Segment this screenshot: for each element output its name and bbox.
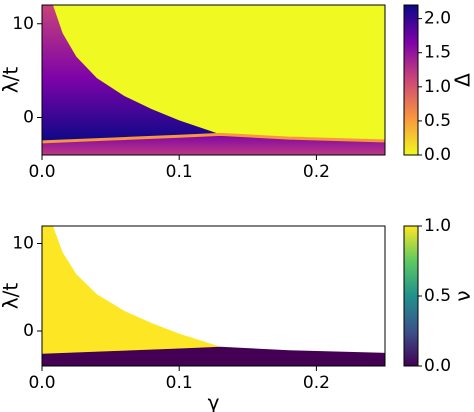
colorbar-label: Δ — [451, 73, 474, 87]
y-tick-label: 10 — [12, 14, 34, 34]
colorbar-tick-label: 1.5 — [424, 43, 451, 63]
x-tick-label: 0.1 — [166, 162, 193, 182]
y-axis-label: λ/t — [0, 67, 23, 94]
gapped-region — [42, 5, 221, 142]
colorbar-tick-label: 0.0 — [424, 356, 451, 376]
x-tick-label: 0.0 — [28, 162, 55, 182]
y-axis-label: λ/t — [0, 283, 23, 310]
plot-area — [42, 5, 385, 155]
x-tick-label: 0.2 — [303, 162, 330, 182]
nu-one-region — [42, 226, 221, 354]
gap-line — [42, 132, 385, 144]
colorbar-tick-label: 0.5 — [424, 111, 451, 131]
plot-area — [42, 226, 385, 366]
y-tick-label: 0 — [23, 108, 34, 128]
frame — [41, 4, 386, 156]
colorbar-tick-label: 1.0 — [424, 77, 451, 97]
nu-zero-region — [42, 346, 385, 366]
colorbar-tick-label: 0.0 — [424, 145, 451, 165]
colorbar — [403, 225, 419, 367]
y-tick-label: 0 — [23, 321, 34, 341]
y-tick-label: 10 — [12, 234, 34, 254]
colorbar-tick-label: 0.5 — [424, 286, 451, 306]
x-tick-label: 0.0 — [28, 373, 55, 393]
x-axis-label: γ — [208, 391, 220, 412]
colorbar-tick-label: 1.0 — [424, 216, 451, 236]
colorbar-label: ν — [451, 290, 474, 301]
x-tick-label: 0.2 — [303, 373, 330, 393]
x-tick-label: 0.1 — [166, 373, 193, 393]
frame — [41, 225, 386, 367]
colorbar — [403, 4, 419, 156]
colorbar-tick-label: 2.0 — [424, 9, 451, 29]
